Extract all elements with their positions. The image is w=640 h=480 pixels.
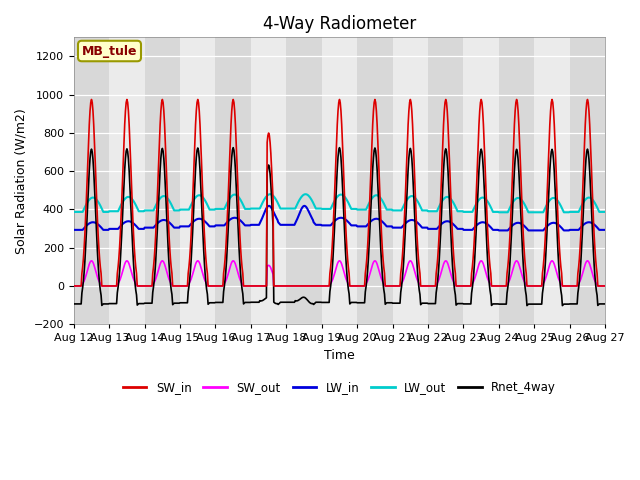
SW_out — [404, 261, 412, 267]
Line: SW_in: SW_in — [74, 99, 604, 286]
LW_out — [216, 206, 224, 212]
Rnet_4way — [523, 303, 531, 309]
Rnet_4way — [229, 145, 237, 151]
SW_out — [600, 283, 608, 289]
LW_in — [188, 220, 196, 226]
LW_out — [420, 207, 428, 213]
SW_in — [135, 283, 143, 289]
Title: 4-Way Radiometer: 4-Way Radiometer — [263, 15, 416, 33]
Bar — [534, 37, 570, 324]
Bar — [322, 37, 357, 324]
SW_out — [79, 279, 87, 285]
Bar — [216, 37, 251, 324]
LW_in — [420, 225, 428, 230]
LW_out — [600, 209, 608, 215]
Bar — [74, 37, 109, 324]
LW_in — [79, 226, 87, 232]
Rnet_4way — [404, 166, 412, 172]
SW_in — [70, 283, 77, 289]
Bar — [286, 37, 322, 324]
LW_out — [495, 209, 503, 215]
LW_out — [266, 192, 274, 197]
Bar — [499, 37, 534, 324]
LW_in — [265, 203, 273, 209]
SW_in — [79, 256, 87, 262]
SW_in — [404, 121, 412, 127]
SW_in — [420, 283, 428, 289]
SW_out — [189, 272, 196, 277]
Line: SW_out: SW_out — [74, 261, 604, 286]
Rnet_4way — [79, 278, 87, 284]
Rnet_4way — [70, 301, 77, 307]
Line: LW_in: LW_in — [74, 206, 604, 230]
SW_out — [70, 283, 77, 289]
Rnet_4way — [600, 301, 608, 307]
LW_out — [79, 207, 87, 213]
LW_in — [216, 223, 224, 228]
LW_out — [404, 195, 412, 201]
SW_out — [88, 258, 95, 264]
Bar — [428, 37, 463, 324]
Rnet_4way — [216, 300, 224, 305]
Bar — [109, 37, 145, 324]
Rnet_4way — [420, 300, 428, 306]
Rnet_4way — [134, 301, 142, 307]
LW_out — [134, 207, 142, 213]
SW_in — [189, 198, 196, 204]
LW_in — [134, 225, 142, 231]
SW_in — [600, 283, 608, 289]
LW_out — [188, 201, 196, 206]
LW_out — [70, 209, 77, 215]
Bar — [251, 37, 286, 324]
Bar — [145, 37, 180, 324]
Line: LW_out: LW_out — [74, 194, 604, 212]
SW_out — [217, 283, 225, 289]
Bar — [463, 37, 499, 324]
X-axis label: Time: Time — [324, 349, 355, 362]
LW_in — [404, 218, 412, 224]
Line: Rnet_4way: Rnet_4way — [74, 148, 604, 306]
Rnet_4way — [188, 245, 196, 251]
SW_in — [217, 283, 225, 289]
Bar — [180, 37, 216, 324]
Bar — [570, 37, 605, 324]
Legend: SW_in, SW_out, LW_in, LW_out, Rnet_4way: SW_in, SW_out, LW_in, LW_out, Rnet_4way — [118, 376, 561, 398]
Text: MB_tule: MB_tule — [82, 45, 137, 58]
SW_in — [88, 96, 95, 102]
Bar — [357, 37, 392, 324]
SW_out — [135, 283, 143, 289]
LW_in — [600, 227, 608, 233]
LW_in — [70, 227, 77, 233]
LW_in — [495, 228, 503, 233]
SW_out — [420, 283, 428, 289]
Bar — [392, 37, 428, 324]
Y-axis label: Solar Radiation (W/m2): Solar Radiation (W/m2) — [15, 108, 28, 253]
